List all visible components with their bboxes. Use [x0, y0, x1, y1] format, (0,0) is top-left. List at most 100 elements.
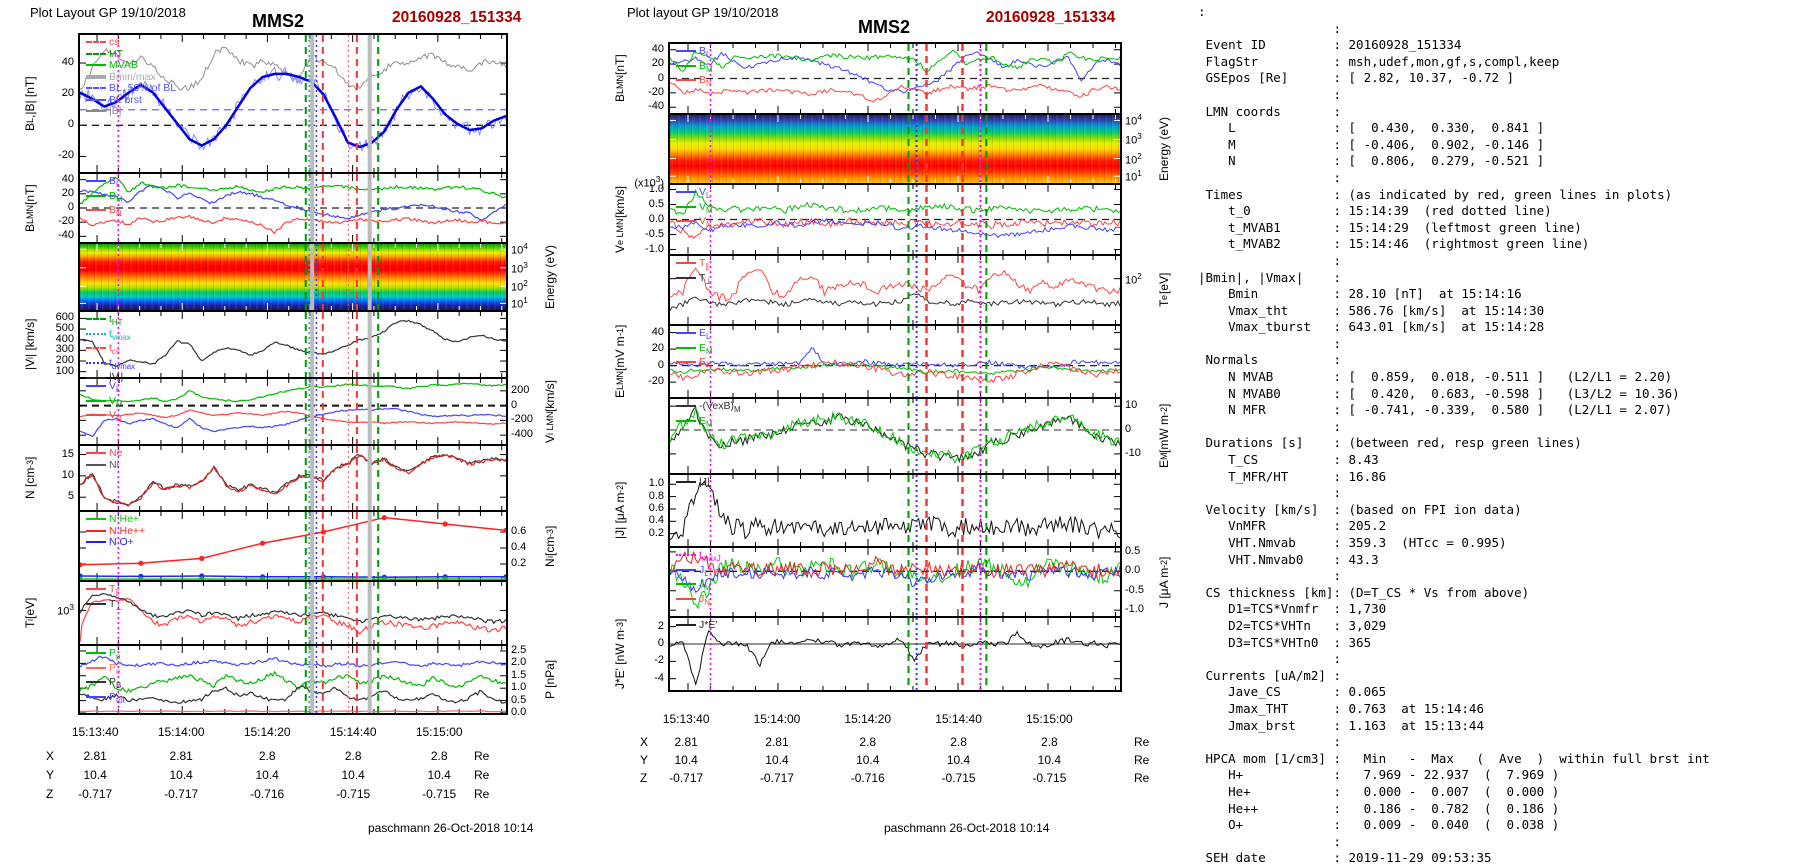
fig-mid-electron-spectrogram-ytick: 102 [1125, 151, 1142, 167]
fig-left-pos-value: 2.81 [169, 749, 193, 763]
fig-left-vi-mag-ytick: 500 [55, 322, 74, 335]
fig-mid-pos-unit: Re [1134, 735, 1150, 749]
legend-label: T⊥ [699, 271, 713, 286]
legend-label: VN [699, 215, 712, 230]
fig-left-pos-value: 10.4 [169, 768, 193, 782]
fig-left-pressure-ytick: 1.5 [511, 668, 527, 681]
legend-swatch [86, 318, 106, 321]
fig-mid-ve-lmn-scale-label: (x103) [634, 175, 664, 190]
legend-entry: Ptot [86, 691, 125, 707]
fig-mid-j-lmn-right-label: J [μA m -2] [1157, 556, 1171, 608]
fig-left-bl-b-ylabel: B L ,|B| [nT] [23, 76, 37, 131]
legend-entry: JN [676, 593, 721, 609]
legend-entry: BL [676, 45, 713, 61]
legend-swatch [86, 74, 106, 79]
legend-entry: Ni [86, 459, 122, 472]
fig-mid-panel-electron-spectrogram [668, 113, 1122, 185]
legend-swatch [86, 87, 106, 90]
legend-label: VL [699, 186, 711, 201]
fig-mid-pos-unit: Re [1134, 753, 1150, 767]
legend-label: BL, 50% of BL [109, 82, 177, 94]
fig-mid-electron-spectrogram-plot [670, 115, 1120, 183]
fig-left-vi-mag-ytick: 100 [55, 364, 74, 377]
legend-entry: N He++ [86, 524, 146, 538]
fig-mid-pos-value: 2.81 [674, 735, 698, 749]
legend-entry: Pe [86, 662, 125, 678]
legend-swatch [86, 681, 106, 684]
legend-label: EL [699, 327, 711, 342]
legend-entry: JL [676, 564, 721, 580]
fig-mid-panel-blmn [668, 42, 1122, 115]
legend-swatch [86, 414, 106, 417]
fig-left-pressure-ytick: 2.0 [511, 656, 527, 669]
fig-left-minor-ions-ytick: 0.4 [511, 541, 527, 553]
legend-label: |J| [699, 476, 710, 488]
legend-swatch [86, 399, 106, 402]
legend-entry: Bmin/max [86, 71, 176, 84]
legend-entry: T⊥ [676, 271, 713, 288]
fig-mid-pos-value: 2.8 [859, 735, 877, 749]
fig-left-layout-label: Plot Layout GP 19/10/2018 [30, 5, 186, 20]
legend-swatch [86, 180, 106, 183]
fig-mid-te-plot [670, 256, 1120, 324]
fig-left-blmn-ylabel: B LMN [nT] [23, 184, 37, 232]
fig-left-time-tick: 15:15:00 [415, 725, 463, 739]
fig-left-time-tick: 15:14:20 [243, 725, 291, 739]
fig-mid-j-dot-e-legend: J*E' [676, 619, 717, 632]
fig-mid-electron-spectrogram-right-label: Energy (eV) [1157, 116, 1171, 182]
fig-left-pressure-ytick: 0.5 [511, 693, 527, 706]
legend-label: tdvmax [109, 356, 136, 371]
fig-left-pos-value: 10.4 [341, 768, 365, 782]
fig-mid-j-lmn-ytick: -0.5 [1125, 583, 1144, 596]
fig-mid-e-lmn-ylabel: E LMN [mV m -1] [613, 324, 627, 399]
fig-left-density-ytick: 10 [61, 468, 74, 481]
fig-mid-time-tick: 15:14:40 [935, 712, 982, 726]
legend-swatch [86, 541, 106, 544]
legend-swatch [676, 554, 696, 557]
fig-mid-j-dot-e-ytick: -4 [654, 671, 664, 684]
fig-mid-e-lmn-ytick: 20 [651, 342, 664, 355]
fig-mid-pos-value: -0.715 [1032, 771, 1067, 785]
fig-mid-ve-lmn-ytick: -1.0 [645, 242, 664, 255]
legend-label: BL brst [109, 93, 142, 106]
fig-mid-blmn-ylabel: B LMN [nT] [613, 54, 627, 103]
legend-entry: EM [676, 415, 741, 431]
legend-entry: BL, 50% of BL [86, 82, 177, 95]
legend-entry: |J| [676, 476, 710, 489]
fig-mid-j-mag-ytick: 0.6 [648, 501, 664, 514]
fig-mid-panel-em-poynting [668, 397, 1122, 475]
fig-mid-panel-e-lmn [668, 324, 1122, 399]
legend-swatch [86, 385, 106, 388]
legend-entry: T∥ [676, 257, 712, 273]
fig-mid-panel-te [668, 254, 1122, 326]
legend-swatch [676, 598, 696, 600]
legend-label: cs [109, 36, 120, 48]
legend-label: tHT [109, 313, 123, 328]
fig-mid-j-lmn-plot [670, 548, 1120, 616]
fig-left-panel-vi-mag [78, 310, 508, 379]
fig-left-blmn-ytick: 40 [61, 172, 74, 185]
legend-entry: JM [676, 578, 721, 594]
legend-label: VL [109, 380, 121, 395]
fig-mid-pos-value: 2.8 [1041, 735, 1058, 749]
legend-label: N He++ [109, 524, 146, 537]
fig-mid-panel-j-mag [668, 473, 1122, 548]
fig-mid-pos-value: 10.4 [674, 753, 698, 767]
fig-left-pos-row-label: Y [46, 768, 55, 782]
legend-entry: VN [676, 215, 713, 231]
fig-mid-j-mag-ytick: 0.8 [648, 489, 664, 502]
fig-left-bl-b-ytick: 40 [61, 56, 74, 69]
legend-label: JM [699, 578, 711, 593]
fig-left-pos-value: 2.8 [258, 749, 276, 763]
fig-mid-em-poynting-plot [670, 399, 1120, 473]
fig-left-pressure-legend: Pp Pe PB Ptot [86, 647, 125, 707]
fig-mid-j-lmn-ytick: -1.0 [1125, 603, 1144, 616]
fig-mid-pos-value: 2.81 [765, 735, 789, 749]
legend-label: VM [699, 200, 713, 215]
fig-mid-pos-row-label: X [640, 735, 649, 749]
legend-swatch [86, 588, 106, 591]
legend-entry: N O+ [86, 536, 145, 549]
fig-left-ion-spectrogram-right-label: Energy (eV) [543, 244, 557, 310]
fig-left-panel-ion-spectrogram [78, 242, 508, 312]
